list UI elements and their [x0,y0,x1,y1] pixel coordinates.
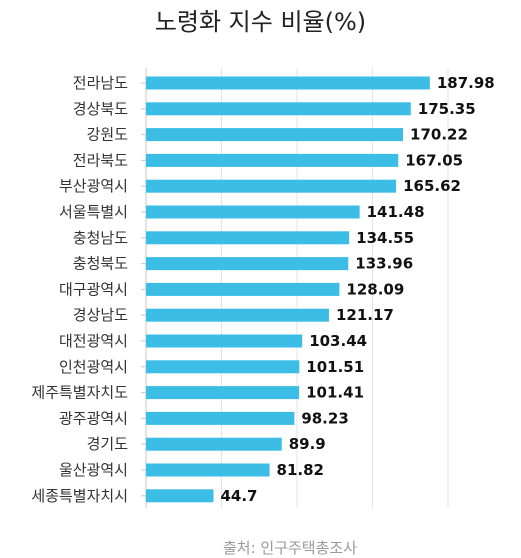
bar [146,102,411,115]
category-label: 경상북도 [73,100,128,118]
value-label: 167.05 [405,151,463,169]
value-label: 128.09 [346,280,404,298]
category-label: 전라북도 [73,151,128,169]
category-label: 서울특별시 [59,203,128,221]
value-label: 44.7 [220,487,257,505]
value-label: 170.22 [410,126,468,144]
value-label: 101.41 [306,384,364,402]
category-label: 대전광역시 [59,332,128,350]
bar [146,77,430,90]
bar [146,128,403,141]
category-label: 경기도 [87,435,129,453]
value-label: 98.23 [301,409,348,427]
source-note: 출처: 인구주택총조사 [0,537,521,558]
category-label: 전라남도 [73,74,128,92]
bar [146,309,329,322]
value-label: 141.48 [367,203,425,221]
category-label: 제주특별자치도 [31,384,128,402]
bar [146,489,213,502]
bar [146,180,396,193]
bar [146,360,299,373]
value-label: 175.35 [418,100,476,118]
bar [146,386,299,399]
category-label: 인천광역시 [59,358,128,376]
category-label: 경상남도 [73,306,128,324]
category-label: 울산광역시 [59,461,128,479]
value-label: 81.82 [277,461,324,479]
category-label: 광주광역시 [59,409,128,427]
bar [146,335,302,348]
bar [146,283,339,296]
bar [146,412,294,425]
bar [146,206,360,219]
bar [146,464,270,477]
category-labels: 전라남도경상북도강원도전라북도부산광역시서울특별시충청남도충청북도대구광역시경상… [31,74,146,505]
value-label: 101.51 [306,358,364,376]
bar [146,257,348,270]
value-label: 89.9 [289,435,326,453]
value-label: 103.44 [309,332,367,350]
category-label: 대구광역시 [59,280,128,298]
category-label: 충청남도 [73,229,128,247]
value-label: 133.96 [355,255,413,273]
category-label: 충청북도 [73,255,128,273]
value-label: 187.98 [437,74,495,92]
value-label: 165.62 [403,177,461,195]
value-label: 121.17 [336,306,394,324]
category-label: 세종특별자치시 [31,487,128,505]
category-label: 부산광역시 [59,177,128,195]
bar [146,154,398,167]
bar [146,231,349,244]
value-label: 134.55 [356,229,414,247]
bar [146,438,282,451]
category-label: 강원도 [87,126,129,144]
